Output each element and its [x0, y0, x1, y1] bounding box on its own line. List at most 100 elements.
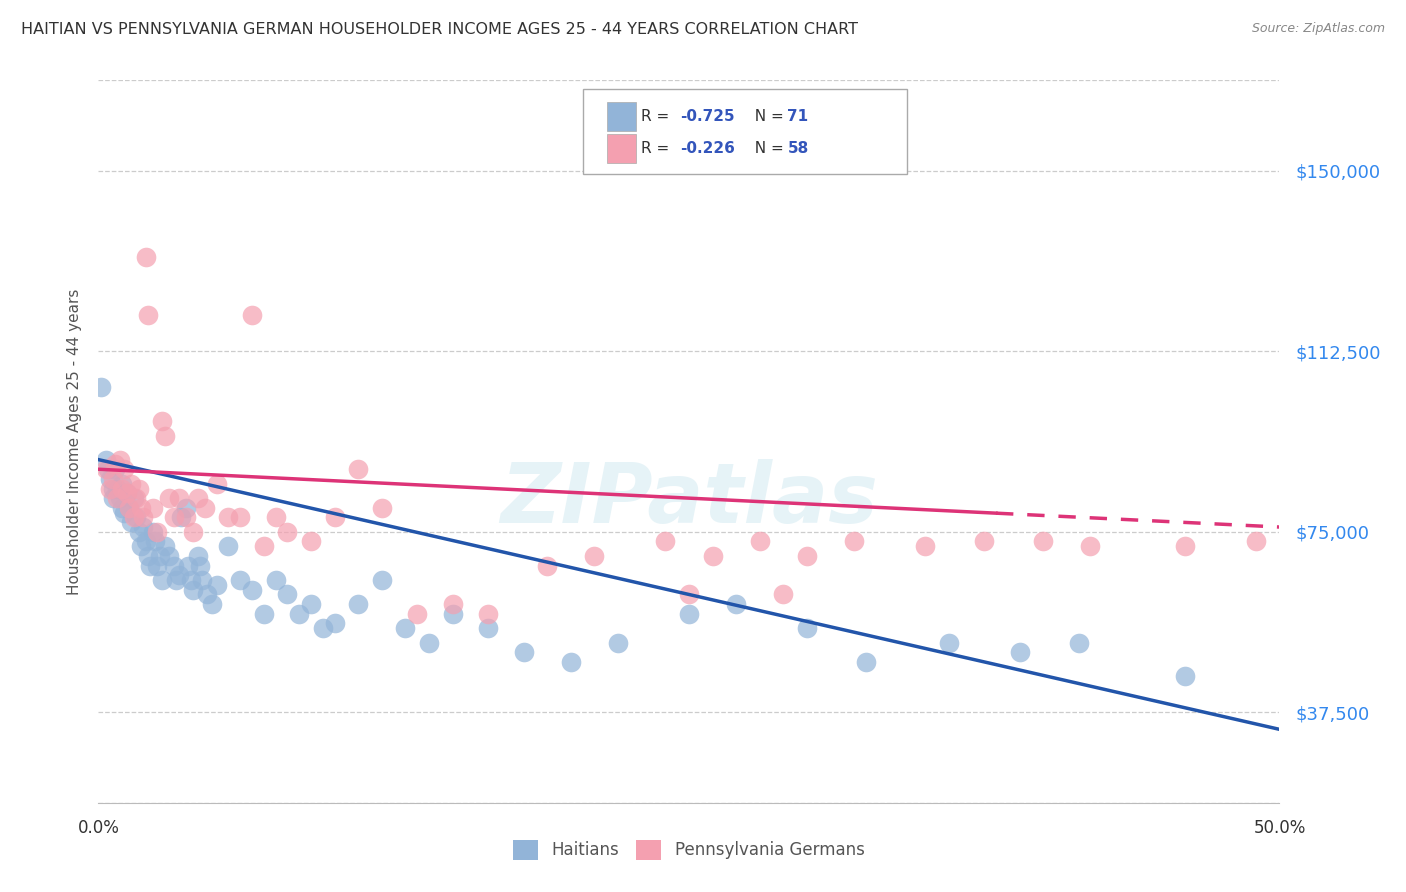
- Text: N =: N =: [745, 141, 789, 156]
- Point: [477, 607, 499, 621]
- Point: [371, 500, 394, 515]
- Point: [108, 491, 131, 505]
- Point: [195, 587, 218, 601]
- Point: [153, 539, 176, 553]
- Point: [1067, 635, 1090, 649]
- Point: [654, 534, 676, 549]
- Point: [1032, 534, 1054, 549]
- Point: [187, 549, 209, 563]
- Point: [229, 573, 252, 587]
- Point: [276, 587, 298, 601]
- Point: [94, 462, 117, 476]
- Point: [441, 597, 464, 611]
- Point: [129, 500, 152, 515]
- Point: [702, 549, 724, 563]
- Point: [229, 510, 252, 524]
- Point: [772, 587, 794, 601]
- Point: [125, 510, 148, 524]
- Text: -0.226: -0.226: [681, 141, 735, 156]
- Point: [108, 452, 131, 467]
- Point: [111, 482, 134, 496]
- Point: [194, 500, 217, 515]
- Point: [101, 482, 124, 496]
- Text: HAITIAN VS PENNSYLVANIA GERMAN HOUSEHOLDER INCOME AGES 25 - 44 YEARS CORRELATION: HAITIAN VS PENNSYLVANIA GERMAN HOUSEHOLD…: [21, 22, 858, 37]
- Point: [136, 308, 159, 322]
- Point: [105, 491, 128, 505]
- Point: [264, 510, 287, 524]
- Point: [191, 573, 214, 587]
- Point: [914, 539, 936, 553]
- Point: [142, 524, 165, 539]
- Point: [165, 573, 187, 587]
- Point: [288, 607, 311, 621]
- Point: [101, 472, 124, 486]
- Point: [104, 462, 127, 476]
- Point: [323, 616, 346, 631]
- Point: [111, 476, 134, 491]
- Point: [112, 462, 135, 476]
- Point: [132, 510, 155, 524]
- Point: [157, 491, 180, 505]
- Point: [98, 472, 121, 486]
- Point: [146, 558, 169, 573]
- Text: -0.725: -0.725: [681, 109, 735, 124]
- Point: [583, 549, 606, 563]
- Point: [678, 607, 700, 621]
- Point: [128, 482, 150, 496]
- Point: [607, 635, 630, 649]
- Text: 58: 58: [787, 141, 808, 156]
- Text: R =: R =: [641, 109, 675, 124]
- Point: [205, 578, 228, 592]
- Point: [177, 558, 200, 573]
- Point: [118, 500, 141, 515]
- Point: [170, 510, 193, 524]
- Text: R =: R =: [641, 141, 675, 156]
- Point: [312, 621, 335, 635]
- Point: [1008, 645, 1031, 659]
- Point: [132, 520, 155, 534]
- Point: [678, 587, 700, 601]
- Point: [98, 482, 121, 496]
- Point: [150, 573, 173, 587]
- Point: [105, 482, 128, 496]
- Point: [97, 462, 120, 476]
- Point: [748, 534, 770, 549]
- Point: [394, 621, 416, 635]
- Point: [104, 458, 127, 472]
- Text: ZIPatlas: ZIPatlas: [501, 458, 877, 540]
- Point: [122, 510, 145, 524]
- Point: [149, 549, 172, 563]
- Point: [201, 597, 224, 611]
- Point: [205, 476, 228, 491]
- Point: [217, 510, 239, 524]
- Point: [167, 568, 190, 582]
- Point: [122, 491, 145, 505]
- Point: [187, 491, 209, 505]
- Point: [150, 414, 173, 428]
- Point: [477, 621, 499, 635]
- Point: [146, 524, 169, 539]
- Point: [536, 558, 558, 573]
- Point: [118, 500, 141, 515]
- Point: [323, 510, 346, 524]
- Point: [157, 549, 180, 563]
- Point: [264, 573, 287, 587]
- Point: [725, 597, 748, 611]
- Point: [135, 534, 157, 549]
- Point: [143, 534, 166, 549]
- Point: [253, 607, 276, 621]
- Text: 71: 71: [787, 109, 808, 124]
- Point: [115, 486, 138, 500]
- Point: [276, 524, 298, 539]
- Point: [101, 491, 124, 505]
- Point: [973, 534, 995, 549]
- Point: [153, 428, 176, 442]
- Point: [129, 539, 152, 553]
- Point: [347, 462, 370, 476]
- Point: [94, 452, 117, 467]
- Point: [188, 558, 211, 573]
- Y-axis label: Householder Income Ages 25 - 44 years: Householder Income Ages 25 - 44 years: [66, 288, 82, 595]
- Point: [855, 655, 877, 669]
- Point: [163, 558, 186, 573]
- Point: [121, 476, 143, 491]
